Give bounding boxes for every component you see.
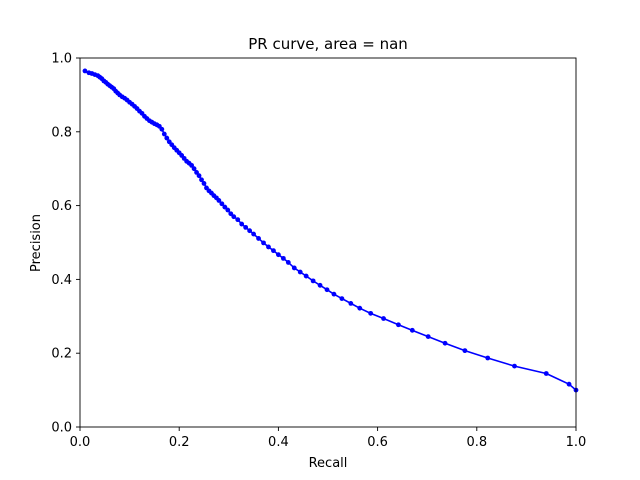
pr-curve-point xyxy=(191,166,197,172)
pr-curve-point xyxy=(82,68,88,74)
pr-curve-point xyxy=(159,126,165,132)
pr-curve-point xyxy=(271,248,276,254)
pr-curve-point xyxy=(225,207,231,213)
pr-curve-point xyxy=(235,217,241,223)
pr-curve-point xyxy=(485,355,491,361)
pr-curve-point xyxy=(216,198,222,203)
pr-curve-point xyxy=(291,265,297,271)
pr-curve-point xyxy=(280,255,286,261)
x-tick-label: 0.0 xyxy=(70,435,91,450)
pr-curve-point xyxy=(566,381,572,387)
axes-frame xyxy=(79,57,577,428)
y-tick-label: 0.6 xyxy=(51,199,72,214)
pr-curve-point xyxy=(339,296,345,301)
plot-area: 0.0 0.2 0.4 0.6 0.8 1.0 0.0 0.2 0.4 0.6 0.8 1.0 xyxy=(51,52,586,451)
pr-curve-point xyxy=(243,224,249,230)
pr-curve-point xyxy=(285,260,291,265)
pr-curve-point xyxy=(324,287,330,293)
x-tick-label: 0.8 xyxy=(466,435,487,450)
pr-curve-point xyxy=(199,177,204,183)
pr-curve-point xyxy=(196,173,202,179)
pr-curve-point xyxy=(276,252,281,258)
x-tick-label: 0.2 xyxy=(169,435,190,450)
pr-curve-point xyxy=(251,231,256,237)
pr-curve-point xyxy=(164,135,170,141)
pr-curve-point xyxy=(247,228,253,234)
chart-title: PR curve, area = nan xyxy=(248,35,408,53)
pr-curve-point xyxy=(256,236,261,241)
pr-curve-point xyxy=(442,340,448,346)
pr-curve-point xyxy=(462,348,468,354)
pr-curve-point xyxy=(396,322,401,328)
x-axis-label: Recall xyxy=(309,456,348,471)
pr-curve-point xyxy=(201,181,207,186)
pr-curve-point xyxy=(239,221,245,227)
y-tick-label: 0.0 xyxy=(51,421,72,436)
pr-curve-point xyxy=(231,214,237,220)
pr-curve-point xyxy=(425,334,431,339)
pr-curve-point xyxy=(512,363,517,369)
pr-curve-point xyxy=(543,371,549,376)
x-tick-label: 0.4 xyxy=(268,435,289,450)
y-tick-label: 0.4 xyxy=(51,273,72,288)
pr-curve-point xyxy=(228,211,234,217)
pr-curve-point xyxy=(266,244,271,250)
y-tick-label: 0.8 xyxy=(51,125,72,140)
pr-curve-point xyxy=(297,269,303,275)
x-tick-label: 1.0 xyxy=(566,435,587,450)
pr-curve-point xyxy=(303,273,309,279)
pr-curve-point xyxy=(381,316,386,321)
pr-curve-point xyxy=(348,300,354,306)
y-tick-label: 1.0 xyxy=(51,52,72,67)
pr-curve-point xyxy=(189,162,195,168)
pr-curve-point xyxy=(409,327,415,333)
pr-curve-point xyxy=(310,278,316,284)
pr-curve-point xyxy=(194,169,199,175)
pr-curve-point xyxy=(219,201,225,207)
pr-curve-point xyxy=(331,291,337,297)
pr-curve-point xyxy=(261,240,266,246)
pr-curve-point xyxy=(317,282,323,288)
pr-curve-point xyxy=(368,310,374,316)
pr-curve-point xyxy=(222,204,228,210)
pr-curve-point xyxy=(357,305,363,311)
y-tick-label: 0.2 xyxy=(51,347,72,362)
x-tick-label: 0.6 xyxy=(367,435,388,450)
y-axis-label: Precision xyxy=(29,214,44,272)
pr-curve-point xyxy=(161,131,167,137)
